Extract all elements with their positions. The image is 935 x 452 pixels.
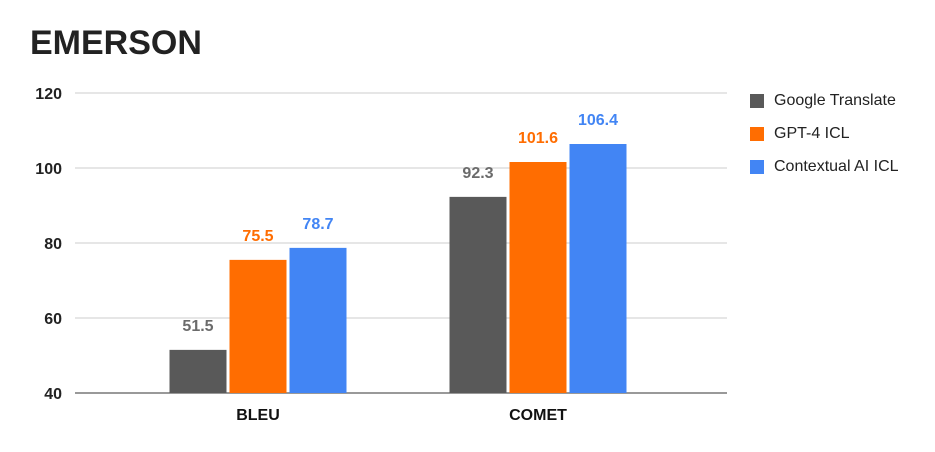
legend-swatch (750, 159, 764, 174)
chart-legend: Google Translate GPT-4 ICL Contextual AI I… (750, 84, 899, 183)
x-category-label: BLEU (236, 407, 280, 424)
legend-label: Google Translate (774, 91, 896, 109)
legend-item: GPT-4 ICL (750, 117, 899, 150)
y-tick-label: 120 (35, 86, 62, 103)
data-labels: 51.5 75.5 78.7 92.3 101.6 106.4 (182, 112, 618, 335)
legend-label: GPT-4 ICL (774, 124, 850, 142)
data-label: 106.4 (578, 112, 618, 129)
chart-title: EMERSON (30, 24, 202, 62)
y-axis-ticks: 40 60 80 100 120 (35, 86, 62, 403)
bar (289, 247, 347, 393)
legend-item: Google Translate (750, 84, 899, 117)
legend-swatch (750, 93, 764, 108)
bar (509, 162, 567, 393)
y-tick-label: 100 (35, 161, 62, 178)
legend-label: Contextual AI ICL (774, 157, 899, 175)
x-category-label: COMET (509, 407, 567, 424)
bars (169, 144, 627, 393)
legend-item: Contextual AI ICL (750, 150, 899, 183)
y-tick-label: 80 (44, 236, 62, 253)
data-label: 78.7 (302, 216, 333, 233)
data-label: 92.3 (462, 165, 493, 182)
data-label: 101.6 (518, 130, 558, 147)
data-label: 75.5 (242, 228, 273, 245)
bar (169, 349, 227, 393)
bar (229, 259, 287, 393)
legend-swatch (750, 126, 764, 141)
bar (449, 196, 507, 393)
x-axis-categories: BLEU COMET (236, 407, 567, 424)
bar (569, 144, 627, 393)
gridlines (75, 92, 727, 394)
y-tick-label: 40 (44, 386, 62, 403)
data-label: 51.5 (182, 318, 213, 335)
y-tick-label: 60 (44, 311, 62, 328)
